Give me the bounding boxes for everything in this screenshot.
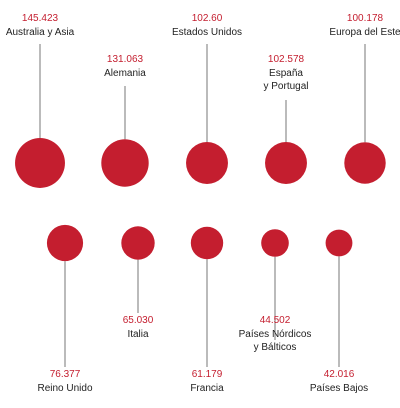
- value-label: 44.502: [259, 315, 291, 326]
- bubble: [325, 229, 353, 257]
- bubble: [15, 138, 65, 188]
- category-label: Reino Unido: [37, 383, 93, 394]
- value-label: 76.377: [49, 369, 81, 380]
- bubble: [190, 226, 224, 260]
- value-label: 145.423: [21, 13, 59, 24]
- bubble: [121, 226, 155, 260]
- value-label: 131.063: [106, 54, 144, 65]
- category-label: España y Portugal: [263, 68, 309, 92]
- value-label: 61.179: [191, 369, 223, 380]
- category-label: Estados Unidos: [171, 27, 243, 38]
- bubble: [186, 142, 228, 184]
- category-label: Europa del Este: [329, 27, 400, 38]
- category-label: Alemania: [104, 68, 146, 79]
- bubble: [101, 139, 149, 187]
- category-label: Países Nórdicos y Bálticos: [238, 329, 312, 353]
- category-label: Australia y Asia: [5, 27, 75, 38]
- value-label: 102.60: [191, 13, 223, 24]
- bubble: [261, 229, 289, 257]
- value-label: 100.178: [346, 13, 384, 24]
- bubble: [344, 142, 386, 184]
- bubble: [46, 224, 84, 262]
- value-label: 65.030: [122, 315, 154, 326]
- category-label: Italia: [127, 329, 149, 340]
- bubble: [265, 142, 307, 184]
- value-label: 102.578: [267, 54, 305, 65]
- category-label: Países Bajos: [309, 383, 369, 394]
- value-label: 42.016: [323, 369, 355, 380]
- category-label: Francia: [190, 383, 224, 394]
